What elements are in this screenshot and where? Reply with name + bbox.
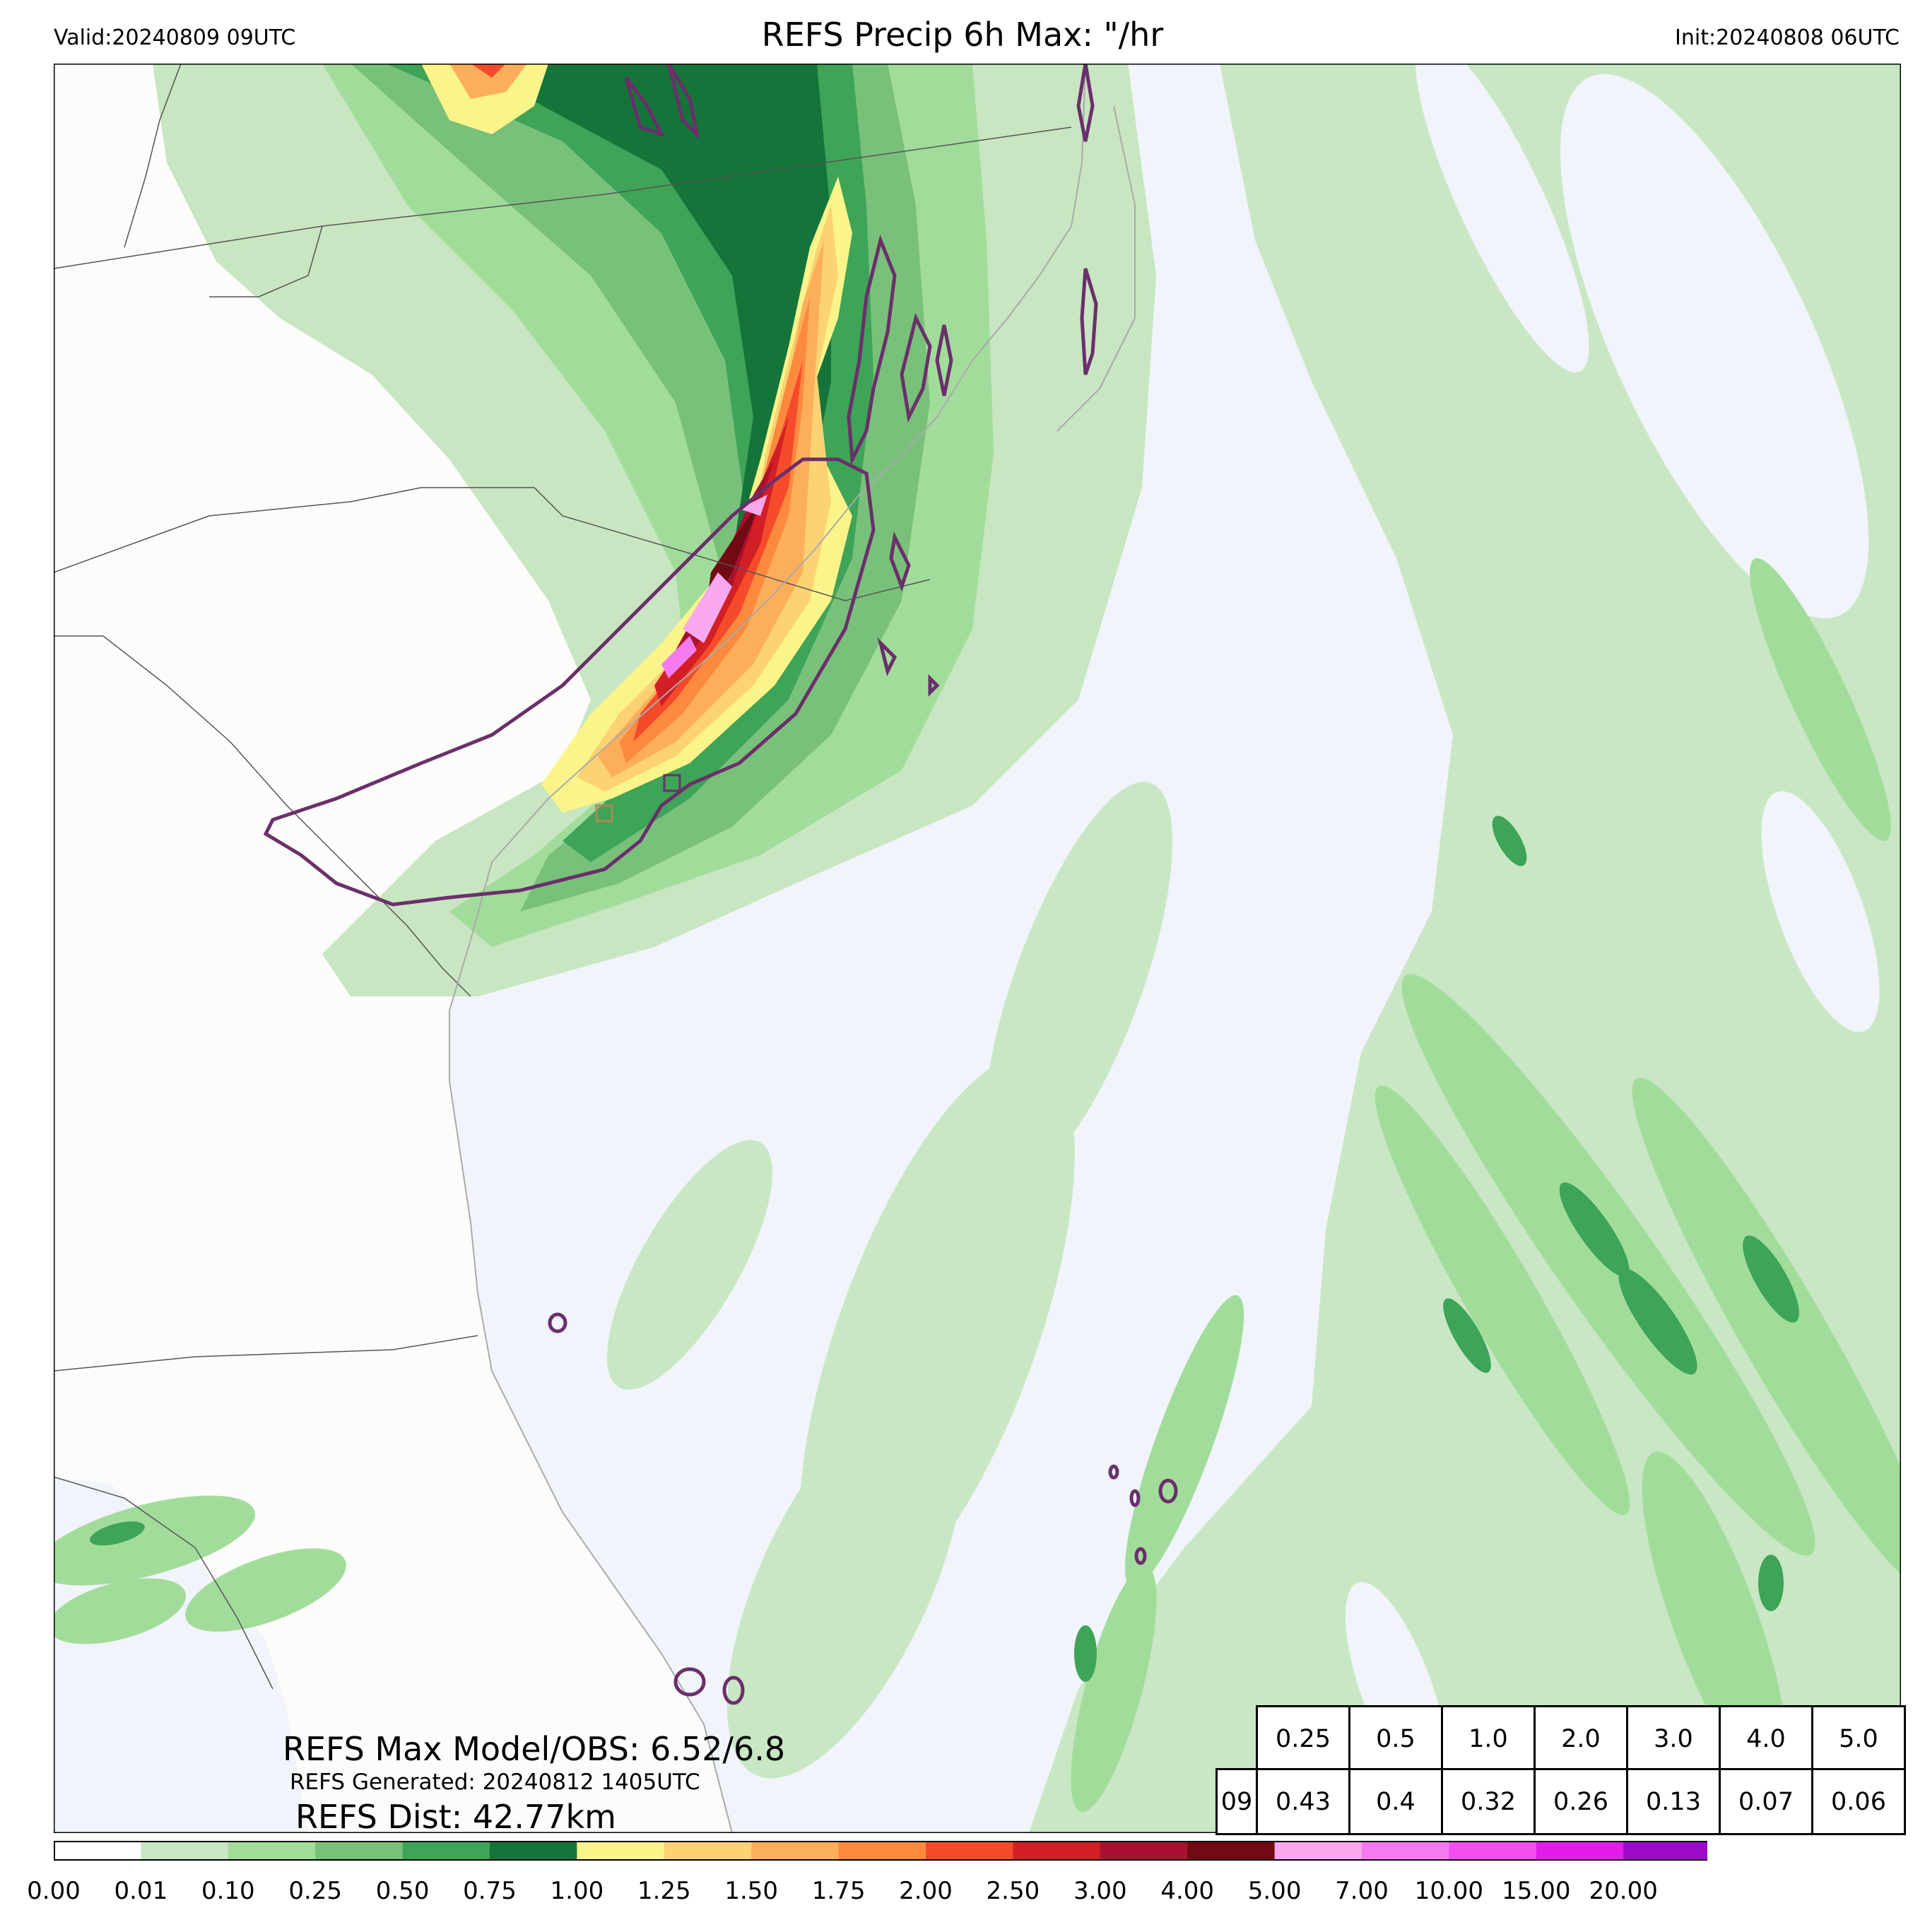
colorbar-tick-label: 0.10: [201, 1877, 255, 1905]
valid-time: Valid:20240809 09UTC: [54, 25, 296, 50]
precip-southwest-core: [90, 1521, 145, 1546]
colorbar-swatch: [1013, 1842, 1101, 1860]
threshold-50: 5.0: [1811, 1705, 1906, 1772]
distance-stat: REFS Dist: 42.77km: [295, 1798, 616, 1836]
colorbar-swatch: [1362, 1842, 1449, 1860]
colorbar-swatch: [1274, 1842, 1362, 1860]
threshold-025: 0.25: [1256, 1705, 1350, 1772]
precip-bands-east: [1071, 558, 1901, 1813]
probability-contours: [263, 64, 1178, 1705]
prob-30: 0.13: [1626, 1768, 1721, 1835]
colorbar-tick-label: 4.00: [1160, 1877, 1215, 1905]
colorbar-swatch: [664, 1842, 752, 1860]
threshold-05: 0.5: [1348, 1705, 1443, 1772]
state-borders: [54, 64, 1072, 1690]
colorbar-swatch: [1100, 1842, 1188, 1860]
colorbar-swatch: [751, 1842, 840, 1860]
precip-southwest: [54, 1495, 346, 1644]
colorbar-tick-label: 1.00: [550, 1877, 604, 1905]
colorbar-tick-label: 0.00: [27, 1877, 81, 1905]
precip-gaps: [1345, 64, 1880, 1796]
north-cell: [421, 64, 548, 134]
prob-05: 0.4: [1348, 1768, 1443, 1835]
colorbar-swatch: [141, 1842, 229, 1860]
map-title: REFS Precip 6h Max: "/hr: [761, 16, 1164, 54]
colorbar-tick-label: 0.75: [463, 1877, 517, 1905]
generated-time: REFS Generated: 20240812 1405UTC: [290, 1769, 700, 1795]
colorbar: [54, 1840, 1789, 1866]
threshold-header-table: 0.25 0.5 1.0 2.0 3.0 4.0 5.0: [1256, 1705, 1906, 1772]
colorbar-tick-label: 3.00: [1073, 1877, 1127, 1905]
colorbar-tick-label: 1.75: [811, 1877, 866, 1905]
init-time: Init:20240808 06UTC: [1675, 25, 1900, 50]
colorbar-swatch: [1187, 1842, 1276, 1860]
probability-values-table: 09 0.43 0.4 0.32 0.26 0.13 0.07 0.06: [1215, 1768, 1906, 1835]
barrier-islands: [1056, 105, 1136, 432]
colorbar-swatch: [228, 1842, 316, 1860]
coastline: [449, 64, 1086, 1833]
colorbar-tick-label: 2.00: [899, 1877, 953, 1905]
prob-10: 0.32: [1441, 1768, 1536, 1835]
colorbar-tick-label: 15.00: [1502, 1877, 1571, 1905]
threshold-40: 4.0: [1719, 1705, 1813, 1772]
prob-025: 0.43: [1256, 1768, 1350, 1835]
colorbar-swatch: [1449, 1842, 1537, 1860]
threshold-30: 3.0: [1626, 1705, 1721, 1772]
prob-50: 0.06: [1811, 1768, 1906, 1835]
colorbar-tick-label: 1.25: [637, 1877, 691, 1905]
colorbar-tick-label: 20.00: [1589, 1877, 1658, 1905]
colorbar-swatch: [490, 1842, 577, 1860]
colorbar-swatch: [1536, 1842, 1624, 1860]
colorbar-swatch: [577, 1842, 665, 1860]
colorbar-tick-label: 5.00: [1247, 1877, 1302, 1905]
obs-marker: [663, 774, 681, 792]
colorbar-swatch: [1623, 1842, 1712, 1860]
prob-40: 0.07: [1719, 1768, 1813, 1835]
precip-map: [54, 64, 1901, 1833]
colorbar-swatch: [926, 1842, 1013, 1860]
threshold-20: 2.0: [1533, 1705, 1628, 1772]
colorbar-tick-label: 0.01: [114, 1877, 168, 1905]
colorbar-tick-label: 0.50: [375, 1877, 430, 1905]
colorbar-tick-label: 10.00: [1414, 1877, 1484, 1905]
colorbar-swatch: [402, 1842, 490, 1860]
max-model-obs: REFS Max Model/OBS: 6.52/6.8: [283, 1730, 786, 1768]
colorbar-swatch: [54, 1842, 141, 1860]
colorbar-swatch: [315, 1842, 404, 1860]
heavy-rain-band: [541, 177, 852, 813]
colorbar-tick-label: 0.25: [288, 1877, 343, 1905]
colorbar-tick-label: 7.00: [1335, 1877, 1389, 1905]
precip-cells-east: [1074, 815, 1799, 1682]
forecast-hour: 09: [1215, 1768, 1258, 1835]
threshold-10: 1.0: [1441, 1705, 1536, 1772]
colorbar-tick-label: 2.50: [986, 1877, 1040, 1905]
colorbar-swatch: [838, 1842, 926, 1860]
colorbar-tick-label: 1.50: [724, 1877, 779, 1905]
prob-20: 0.26: [1533, 1768, 1628, 1835]
model-marker: [595, 804, 613, 823]
